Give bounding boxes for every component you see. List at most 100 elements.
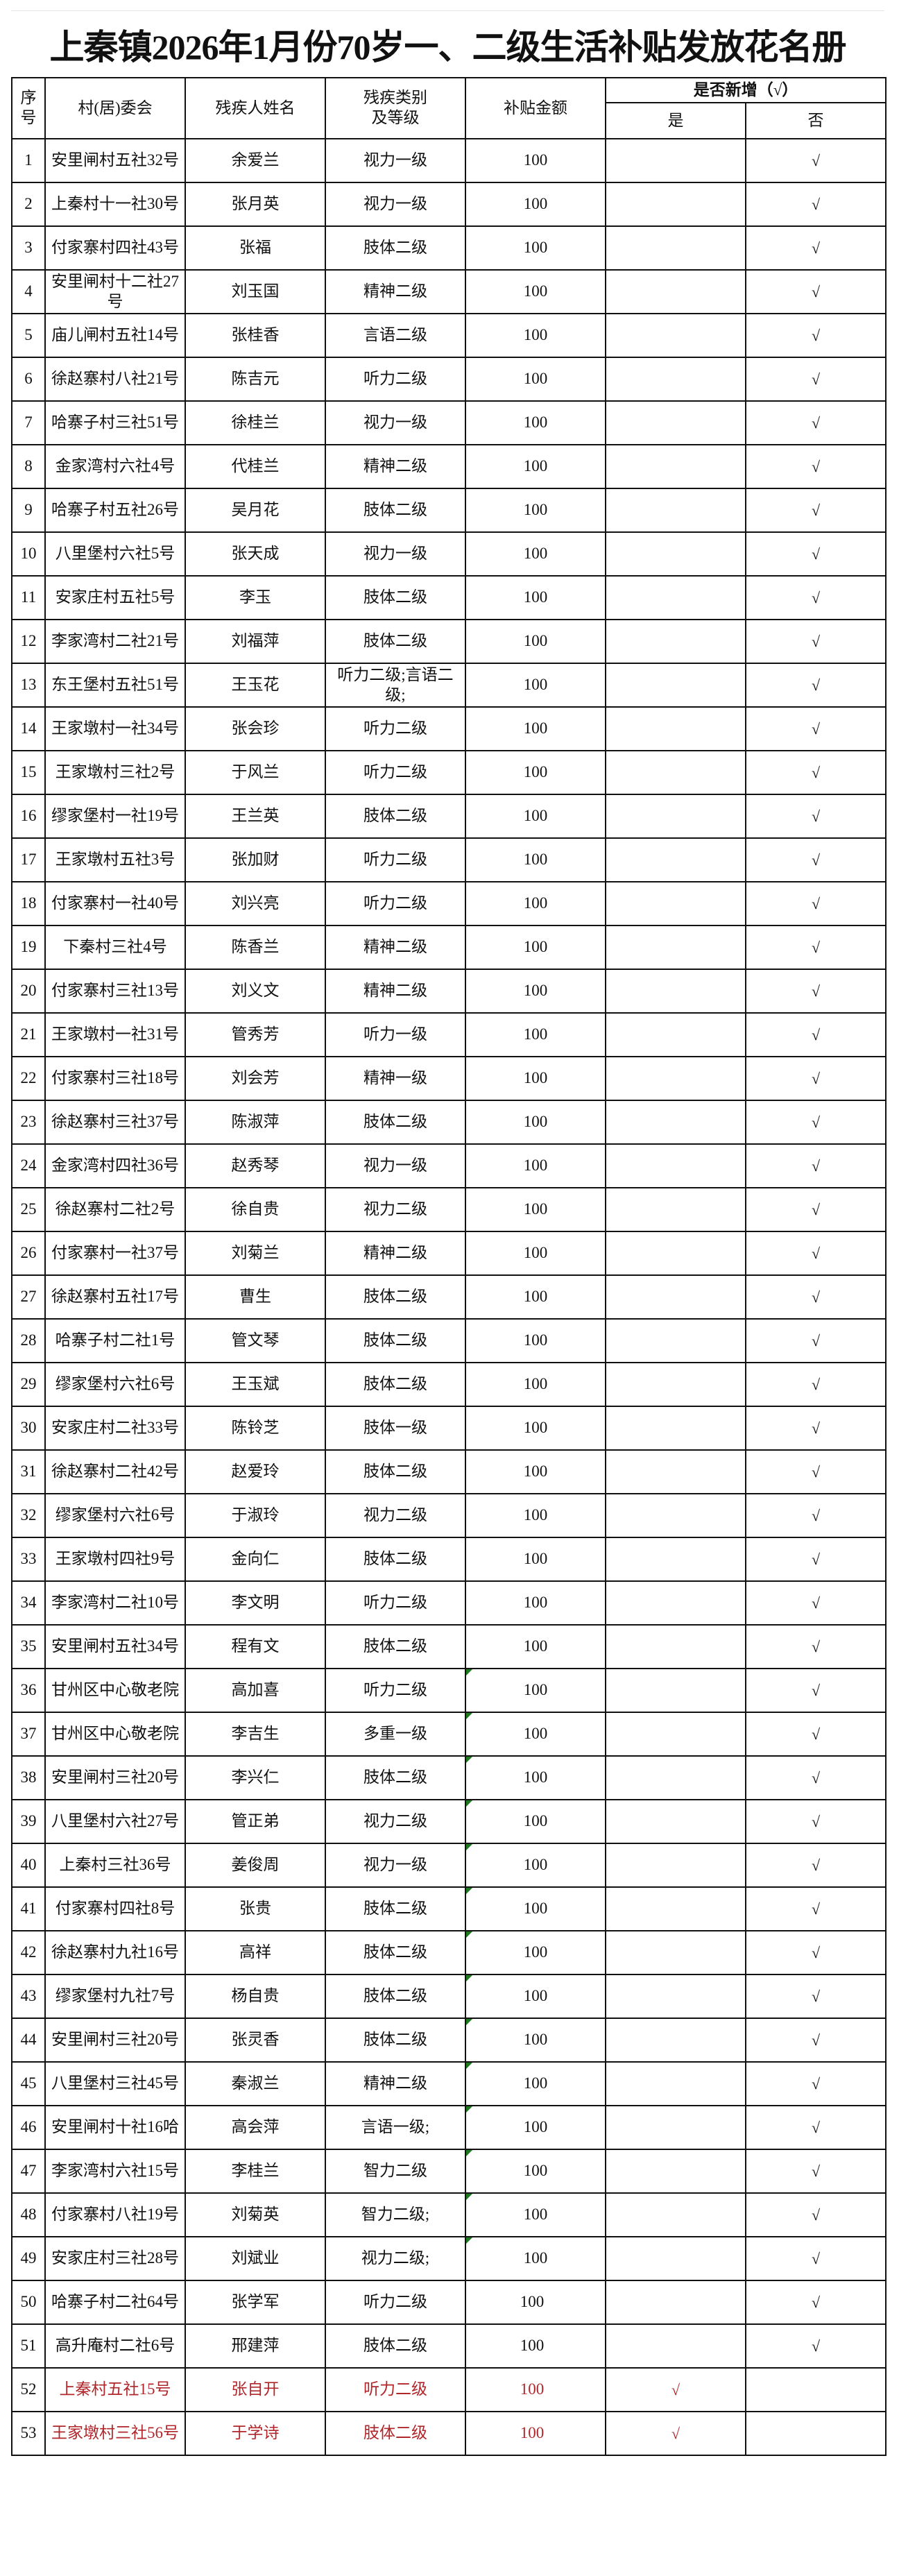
new-no-cell[interactable]: √ — [745, 881, 887, 926]
new-yes-cell[interactable] — [605, 444, 746, 489]
new-yes-cell[interactable] — [605, 1974, 746, 2019]
category-cell[interactable]: 肢体二级 — [325, 794, 466, 839]
category-cell[interactable]: 肢体二级 — [325, 488, 466, 533]
village-cell[interactable]: 安家庄村五社5号 — [44, 575, 186, 620]
seq-cell[interactable]: 34 — [11, 1580, 46, 1626]
category-cell[interactable]: 视力二级; — [325, 2236, 466, 2281]
new-yes-cell[interactable] — [605, 2018, 746, 2063]
seq-cell[interactable]: 24 — [11, 1143, 46, 1188]
seq-cell[interactable]: 35 — [11, 1624, 46, 1669]
name-cell[interactable]: 高祥 — [185, 1930, 326, 1975]
category-cell[interactable]: 听力二级 — [325, 881, 466, 926]
category-cell[interactable]: 精神二级 — [325, 269, 466, 314]
village-cell[interactable]: 缪家堡村六社6号 — [44, 1493, 186, 1538]
category-cell[interactable]: 听力二级 — [325, 750, 466, 795]
category-cell[interactable]: 肢体二级 — [325, 2411, 466, 2456]
amount-cell[interactable]: 100 — [465, 2105, 606, 2150]
amount-cell[interactable]: 100 — [465, 1143, 606, 1188]
new-no-cell[interactable]: √ — [745, 138, 887, 183]
village-cell[interactable]: 王家墩村三社2号 — [44, 750, 186, 795]
amount-cell[interactable]: 100 — [465, 1187, 606, 1232]
name-cell[interactable]: 代桂兰 — [185, 444, 326, 489]
name-cell[interactable]: 赵爱玲 — [185, 1449, 326, 1494]
new-yes-cell[interactable]: √ — [605, 2367, 746, 2412]
new-yes-cell[interactable] — [605, 1930, 746, 1975]
category-cell[interactable]: 听力二级 — [325, 2280, 466, 2325]
new-no-cell[interactable]: √ — [745, 1100, 887, 1145]
seq-cell[interactable]: 46 — [11, 2105, 46, 2150]
name-cell[interactable]: 陈香兰 — [185, 925, 326, 970]
village-cell[interactable]: 安里闸村十二社27号 — [44, 269, 186, 314]
village-cell[interactable]: 李家湾村二社10号 — [44, 1580, 186, 1626]
name-cell[interactable]: 陈吉元 — [185, 357, 326, 402]
new-yes-cell[interactable] — [605, 1755, 746, 1800]
name-cell[interactable]: 张福 — [185, 225, 326, 271]
category-cell[interactable]: 精神二级 — [325, 969, 466, 1014]
new-no-cell[interactable]: √ — [745, 1712, 887, 1757]
amount-cell[interactable]: 100 — [465, 2018, 606, 2063]
village-cell[interactable]: 王家墩村一社34号 — [44, 706, 186, 751]
amount-cell[interactable]: 100 — [465, 750, 606, 795]
new-yes-cell[interactable] — [605, 706, 746, 751]
village-cell[interactable]: 高升庵村二社6号 — [44, 2323, 186, 2369]
new-yes-cell[interactable] — [605, 619, 746, 664]
new-no-cell[interactable]: √ — [745, 2149, 887, 2194]
name-cell[interactable]: 于淑玲 — [185, 1493, 326, 1538]
name-cell[interactable]: 刘兴亮 — [185, 881, 326, 926]
category-cell[interactable]: 听力二级 — [325, 837, 466, 882]
new-no-cell[interactable]: √ — [745, 1231, 887, 1276]
new-no-cell[interactable]: √ — [745, 1318, 887, 1363]
new-no-cell[interactable]: √ — [745, 837, 887, 882]
village-cell[interactable]: 徐赵寨村二社2号 — [44, 1187, 186, 1232]
category-cell[interactable]: 视力一级 — [325, 1143, 466, 1188]
amount-cell[interactable]: 100 — [465, 2149, 606, 2194]
village-cell[interactable]: 王家墩村五社3号 — [44, 837, 186, 882]
seq-cell[interactable]: 1 — [11, 138, 46, 183]
name-cell[interactable]: 刘福萍 — [185, 619, 326, 664]
new-yes-cell[interactable] — [605, 531, 746, 577]
new-no-cell[interactable]: √ — [745, 1624, 887, 1669]
category-cell[interactable]: 肢体二级 — [325, 1974, 466, 2019]
amount-cell[interactable]: 100 — [465, 531, 606, 577]
village-cell[interactable]: 徐赵寨村二社42号 — [44, 1449, 186, 1494]
category-cell[interactable]: 听力二级 — [325, 1668, 466, 1713]
amount-cell[interactable]: 100 — [465, 2323, 606, 2369]
category-cell[interactable]: 肢体二级 — [325, 1318, 466, 1363]
village-cell[interactable]: 安里闸村十社16哈 — [44, 2105, 186, 2150]
name-cell[interactable]: 王玉斌 — [185, 1362, 326, 1407]
category-cell[interactable]: 肢体一级 — [325, 1406, 466, 1451]
village-cell[interactable]: 缪家堡村九社7号 — [44, 1974, 186, 2019]
new-yes-cell[interactable] — [605, 1449, 746, 1494]
village-cell[interactable]: 甘州区中心敬老院 — [44, 1712, 186, 1757]
name-cell[interactable]: 张会珍 — [185, 706, 326, 751]
category-cell[interactable]: 肢体二级 — [325, 1886, 466, 1931]
amount-cell[interactable]: 100 — [465, 1886, 606, 1931]
amount-cell[interactable]: 100 — [465, 2280, 606, 2325]
name-cell[interactable]: 李吉生 — [185, 1712, 326, 1757]
amount-cell[interactable]: 100 — [465, 2061, 606, 2106]
village-cell[interactable]: 安里闸村五社32号 — [44, 138, 186, 183]
category-cell[interactable]: 肢体二级 — [325, 225, 466, 271]
seq-cell[interactable]: 27 — [11, 1274, 46, 1320]
seq-cell[interactable]: 32 — [11, 1493, 46, 1538]
name-cell[interactable]: 徐自贵 — [185, 1187, 326, 1232]
category-cell[interactable]: 精神二级 — [325, 444, 466, 489]
new-yes-cell[interactable] — [605, 182, 746, 227]
new-yes-cell[interactable] — [605, 837, 746, 882]
village-cell[interactable]: 哈寨子村三社51号 — [44, 400, 186, 445]
village-cell[interactable]: 徐赵寨村八社21号 — [44, 357, 186, 402]
seq-cell[interactable]: 15 — [11, 750, 46, 795]
new-yes-cell[interactable] — [605, 2061, 746, 2106]
new-no-cell[interactable]: √ — [745, 488, 887, 533]
name-cell[interactable]: 管文琴 — [185, 1318, 326, 1363]
village-cell[interactable]: 上秦村十一社30号 — [44, 182, 186, 227]
amount-cell[interactable]: 100 — [465, 2367, 606, 2412]
name-cell[interactable]: 高会萍 — [185, 2105, 326, 2150]
village-cell[interactable]: 上秦村五社15号 — [44, 2367, 186, 2412]
seq-cell[interactable]: 29 — [11, 1362, 46, 1407]
category-cell[interactable]: 听力二级 — [325, 706, 466, 751]
new-yes-cell[interactable] — [605, 1493, 746, 1538]
village-cell[interactable]: 安里闸村五社34号 — [44, 1624, 186, 1669]
new-yes-cell[interactable] — [605, 269, 746, 314]
name-cell[interactable]: 张自开 — [185, 2367, 326, 2412]
